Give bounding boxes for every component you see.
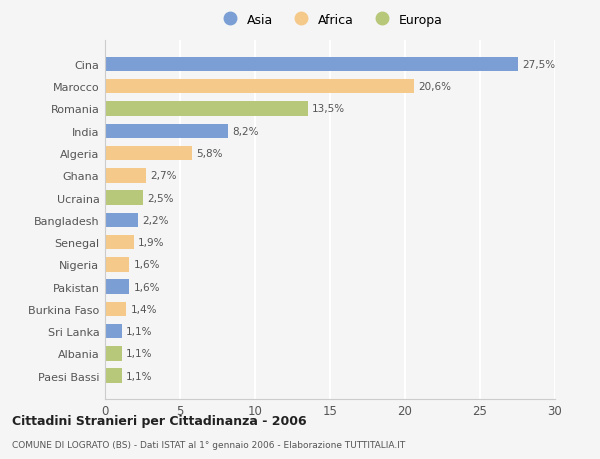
Text: 1,9%: 1,9% (138, 238, 164, 247)
Legend: Asia, Africa, Europa: Asia, Africa, Europa (212, 9, 448, 32)
Text: 1,1%: 1,1% (126, 371, 152, 381)
Text: 1,4%: 1,4% (131, 304, 157, 314)
Bar (105, 102, 308, 117)
Bar (105, 257, 129, 272)
Bar (105, 213, 138, 228)
Bar (105, 369, 121, 383)
Text: 2,2%: 2,2% (143, 215, 169, 225)
Bar (105, 347, 121, 361)
Bar (105, 235, 133, 250)
Text: 13,5%: 13,5% (312, 104, 345, 114)
Text: 27,5%: 27,5% (522, 60, 555, 70)
Text: 2,7%: 2,7% (150, 171, 176, 181)
Text: Cittadini Stranieri per Cittadinanza - 2006: Cittadini Stranieri per Cittadinanza - 2… (12, 414, 307, 428)
Text: 20,6%: 20,6% (419, 82, 452, 92)
Text: 1,6%: 1,6% (133, 282, 160, 292)
Text: 1,1%: 1,1% (126, 349, 152, 358)
Bar (105, 124, 228, 139)
Bar (105, 80, 414, 94)
Bar (105, 302, 126, 316)
Text: COMUNE DI LOGRATO (BS) - Dati ISTAT al 1° gennaio 2006 - Elaborazione TUTTITALIA: COMUNE DI LOGRATO (BS) - Dati ISTAT al 1… (12, 441, 405, 449)
Bar (105, 280, 129, 294)
Bar (105, 191, 143, 205)
Text: 1,1%: 1,1% (126, 326, 152, 336)
Bar (105, 57, 517, 72)
Bar (105, 324, 121, 339)
Text: 1,6%: 1,6% (133, 260, 160, 270)
Text: 5,8%: 5,8% (197, 149, 223, 159)
Bar (105, 168, 146, 183)
Text: 2,5%: 2,5% (147, 193, 173, 203)
Text: 8,2%: 8,2% (233, 127, 259, 136)
Bar (105, 146, 192, 161)
